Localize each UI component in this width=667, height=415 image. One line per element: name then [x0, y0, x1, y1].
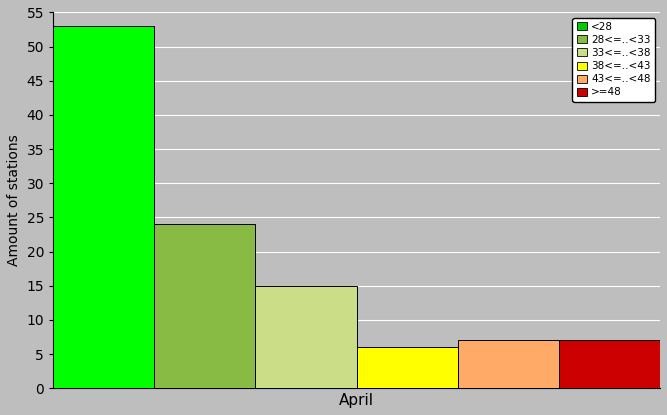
Bar	[154, 224, 255, 388]
Y-axis label: Amount of stations: Amount of stations	[7, 134, 21, 266]
Legend: <28, 28<=..<33, 33<=..<38, 38<=..<43, 43<=..<48, >=48: <28, 28<=..<33, 33<=..<38, 38<=..<43, 43…	[572, 18, 655, 102]
Bar	[255, 286, 357, 388]
Bar	[357, 347, 458, 388]
Bar	[458, 340, 559, 388]
Bar	[559, 340, 660, 388]
Bar	[53, 26, 154, 388]
